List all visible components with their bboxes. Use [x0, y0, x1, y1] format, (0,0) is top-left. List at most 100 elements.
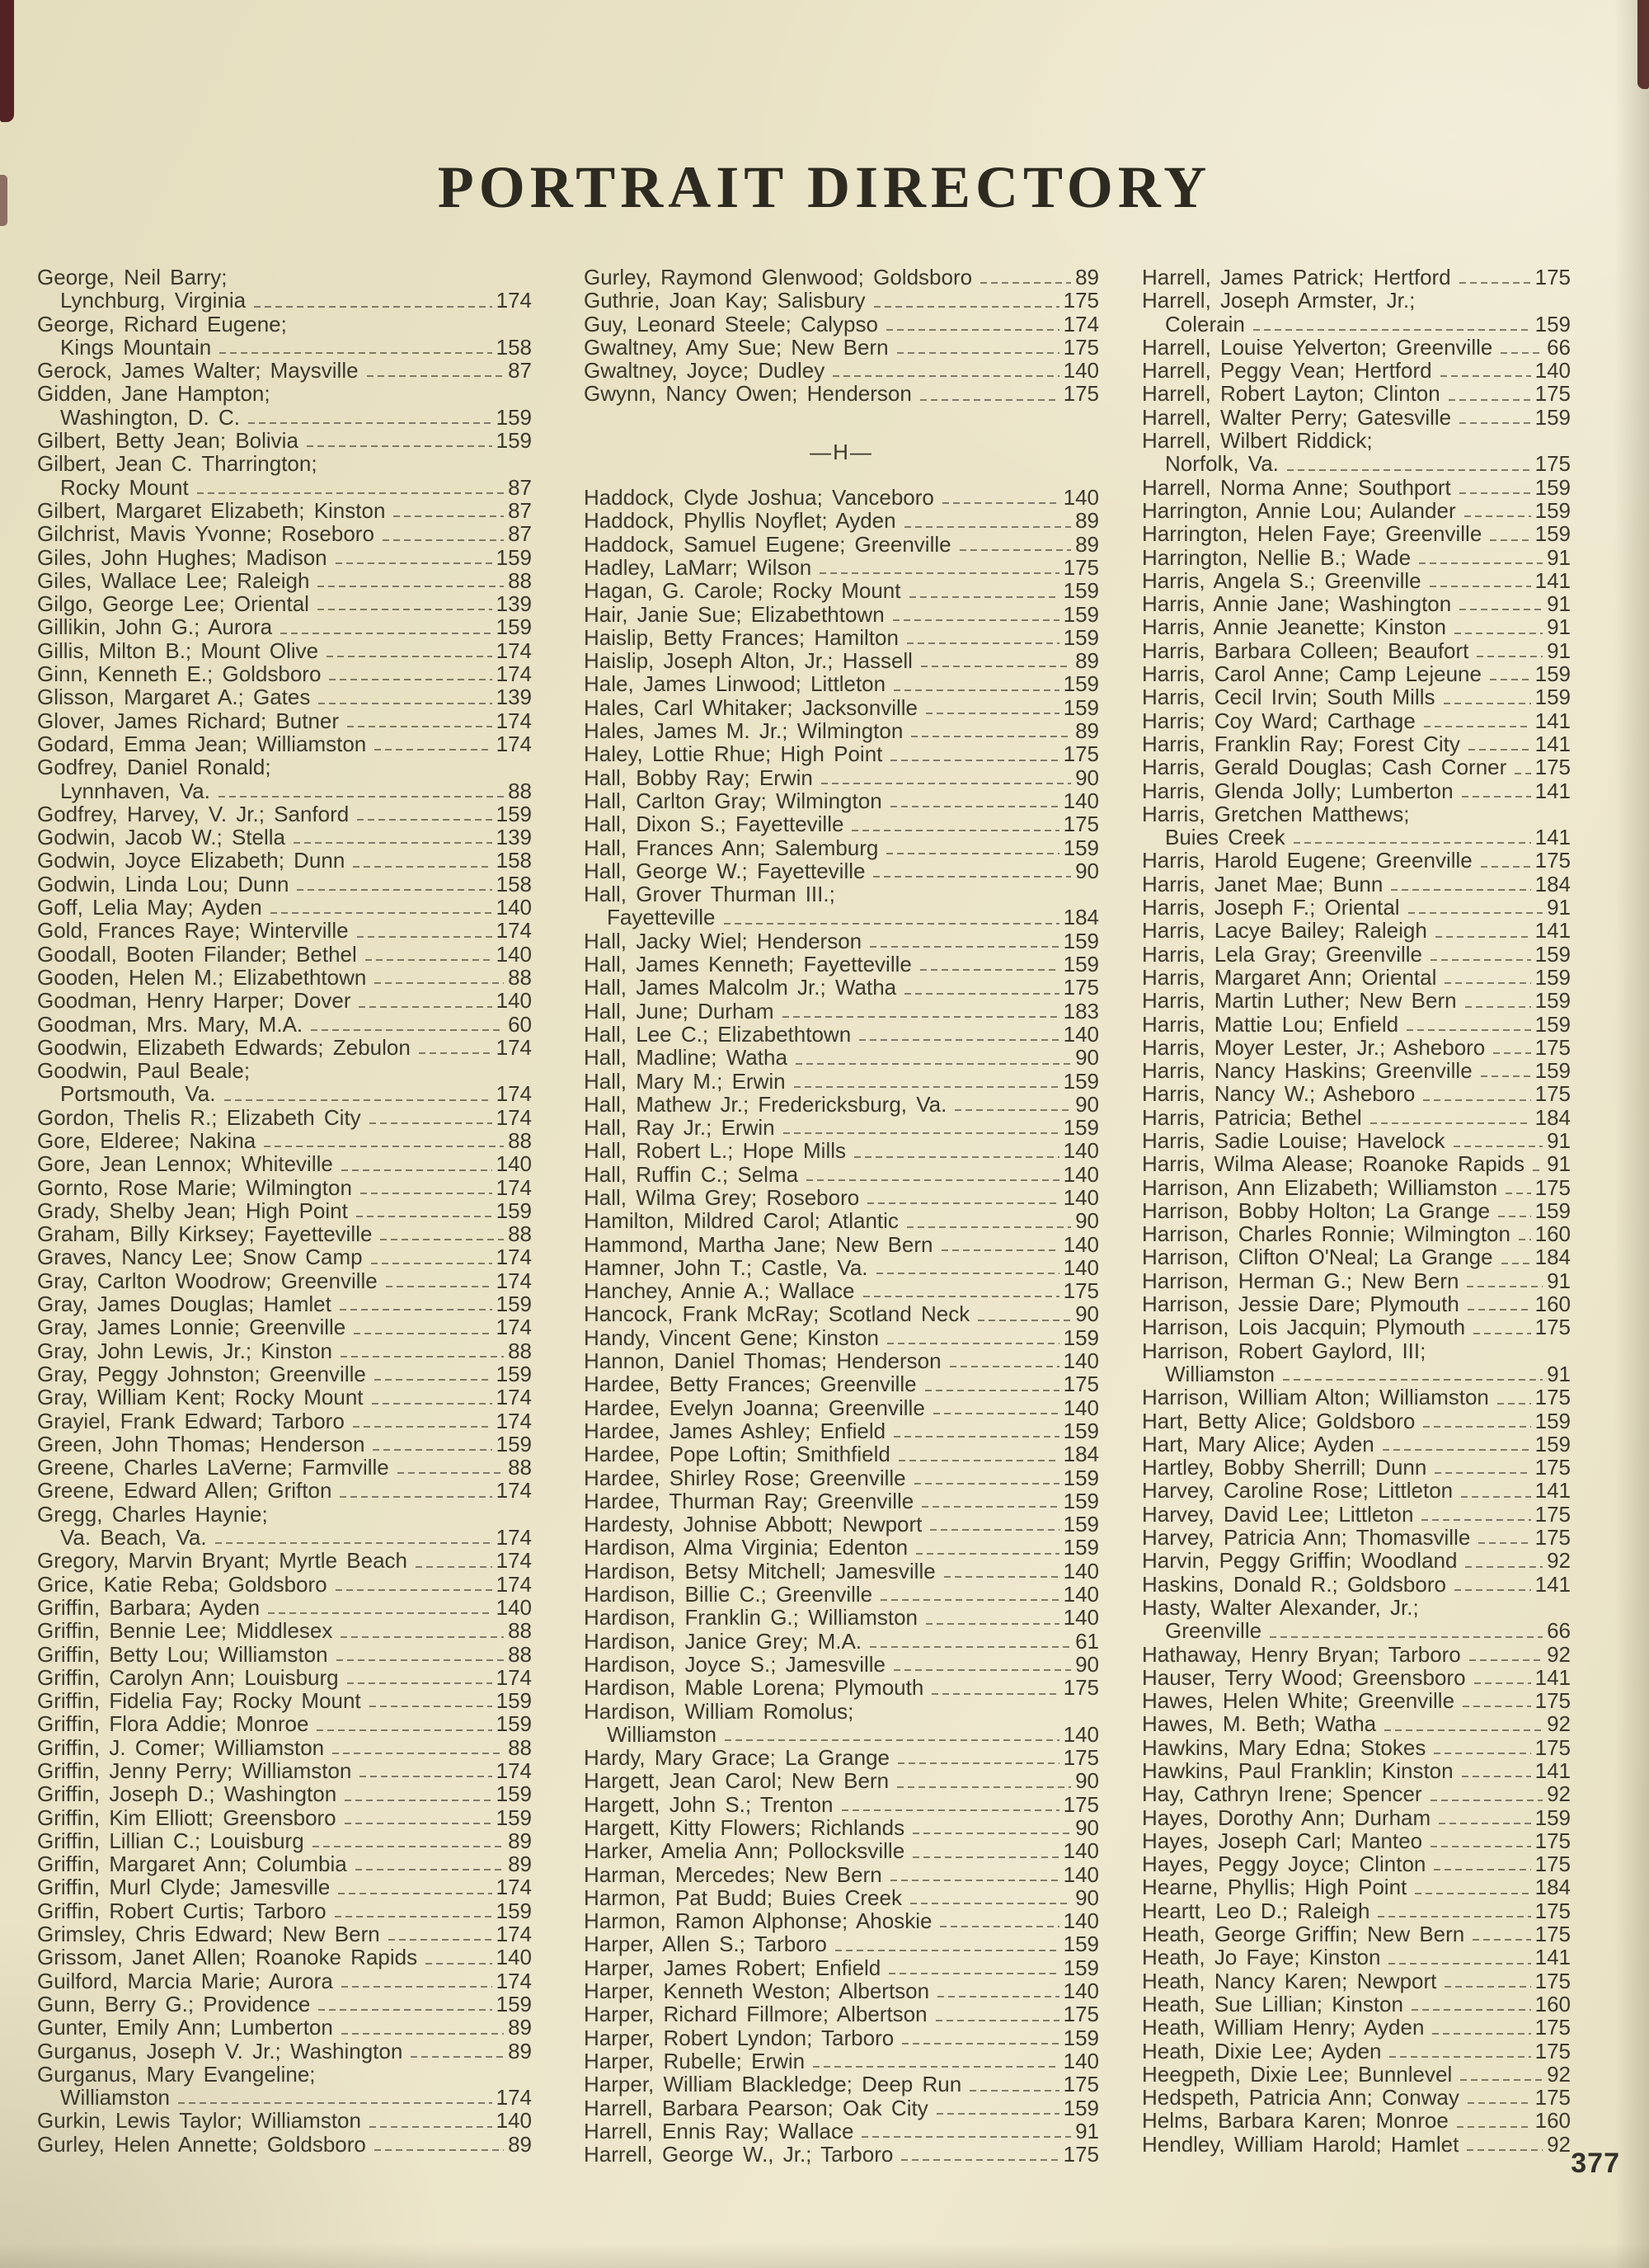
directory-entry-row: Harrell, Barbara Pearson; Oak City 159: [584, 2096, 1099, 2120]
dot-leader: [1490, 539, 1531, 541]
entry-page-number: 92: [1547, 1548, 1571, 1574]
dot-leader: [1430, 1799, 1543, 1801]
dot-leader: [341, 2032, 505, 2035]
dot-leader: [1463, 515, 1531, 518]
directory-entry-name-row: George, Neil Barry;: [37, 266, 532, 289]
dot-leader: [380, 1239, 505, 1241]
entry-page-number: 87: [508, 358, 532, 383]
directory-entry-row: Hayes, Dorothy Ann; Durham 159: [1142, 1805, 1571, 1830]
dot-leader: [339, 1309, 492, 1311]
entry-text: Harris, Martin Luther; New Bern: [1142, 988, 1457, 1014]
dot-leader: [1389, 2055, 1531, 2058]
entry-page-number: 159: [496, 1198, 532, 1223]
dot-leader: [1532, 1169, 1543, 1171]
directory-entry-row: Hawkins, Mary Edna; Stokes 175: [1142, 1734, 1571, 1760]
dot-leader: [834, 1949, 1059, 1951]
directory-entry-row: Hagan, G. Carole; Rocky Mount 159: [584, 579, 1099, 603]
entry-page-number: 141: [1534, 1664, 1571, 1690]
entry-text: Godwin, Linda Lou; Dunn: [37, 871, 289, 896]
dot-leader: [1388, 1962, 1531, 1965]
directory-entry-row: Hall, Carlton Gray; Wilmington 140: [584, 789, 1099, 813]
dot-leader: [357, 819, 492, 821]
entry-text: Hawkins, Paul Franklin; Kinston: [1142, 1758, 1454, 1783]
directory-entry-row: Griffin, Jenny Perry; Williamston 174: [37, 1759, 532, 1783]
dot-leader: [1384, 1729, 1543, 1731]
dot-leader: [1459, 282, 1531, 285]
dot-leader: [1496, 1402, 1531, 1405]
dot-leader: [793, 1085, 1059, 1088]
entry-text: Hardee, James Ashley; Enfield: [584, 1418, 886, 1443]
dot-leader: [306, 445, 492, 448]
entry-page-number: 159: [1063, 694, 1099, 720]
dot-leader: [355, 1216, 492, 1218]
entry-text: Gurkin, Lewis Taylor; Williamston: [37, 2108, 361, 2134]
directory-entry-row: Gornto, Rose Marie; Wilmington 174: [37, 1175, 532, 1199]
entry-page-number: 140: [496, 1151, 532, 1177]
directory-entry-row: Harker, Amelia Ann; Pollocksville 140: [584, 1839, 1099, 1863]
entry-text: Harrison, Herman G.; New Bern: [1142, 1268, 1459, 1293]
entry-page-number: 139: [496, 825, 532, 850]
entry-text: Harper, William Blackledge; Deep Run: [584, 2072, 962, 2097]
entry-text: Griffin, J. Comer; Williamston: [37, 1734, 325, 1760]
entry-page-number: 175: [1534, 2015, 1571, 2040]
directory-entry-row: Hawkins, Paul Franklin; Kinston 141: [1142, 1758, 1571, 1783]
entry-text: Harris, Annie Jane; Washington: [1142, 591, 1452, 617]
dot-leader: [1467, 1309, 1531, 1311]
directory-entry-row: Hall, Wilma Grey; Roseboro 140: [584, 1186, 1099, 1210]
entry-page-number: 175: [1063, 2072, 1099, 2097]
directory-entry-row: Hardison, Franklin G.; Williamston 140: [584, 1606, 1099, 1630]
directory-entry-row: Hardison, Billie C.; Greenville 140: [584, 1583, 1099, 1607]
entry-text: Gurganus, Mary Evangeline;: [37, 2061, 316, 2087]
directory-entry-row: Harris, Lela Gray; Greenville 159: [1142, 942, 1571, 966]
dot-leader: [913, 1833, 1072, 1835]
dot-leader: [334, 1916, 492, 1918]
directory-entry-row: Gooden, Helen M.; Elizabethtown 88: [37, 966, 532, 990]
entry-page-number: 175: [1063, 554, 1099, 580]
entry-text: Hall, Mary M.; Erwin: [584, 1068, 786, 1094]
directory-entry-row: Harvey, David Lee; Littleton 175: [1142, 1502, 1571, 1526]
entry-page-number: 159: [1534, 521, 1571, 547]
directory-entry-row: Haislip, Joseph Alton, Jr.; Hassell 89: [584, 649, 1099, 673]
entry-text: Harrell, Wilbert Riddick;: [1142, 428, 1373, 454]
dot-leader: [1293, 842, 1531, 845]
dot-leader: [270, 912, 492, 915]
dot-leader: [317, 1729, 492, 1731]
entry-page-number: 160: [1534, 1221, 1571, 1247]
entry-text: Harper, Kenneth Weston; Albertson: [584, 1979, 930, 2004]
entry-page-number: 174: [496, 1478, 532, 1503]
dot-leader: [959, 548, 1072, 551]
entry-text: Hall, Madline; Watha: [584, 1045, 787, 1070]
entry-page-number: 92: [1547, 1641, 1571, 1667]
dot-leader: [922, 1506, 1059, 1508]
directory-entry-row: Gillis, Milton B.; Mount Olive 174: [37, 638, 532, 662]
dot-leader: [1448, 398, 1531, 401]
entry-text: Haddock, Phyllis Noyflet; Ayden: [584, 508, 896, 534]
entry-text: Hawkins, Mary Edna; Stokes: [1142, 1734, 1426, 1760]
dot-leader: [354, 1332, 492, 1334]
entry-text: Hauser, Terry Wood; Greensboro: [1142, 1664, 1466, 1690]
entry-text: Harrell, Peggy Vean; Hertford: [1142, 358, 1432, 383]
directory-entry-row: Hargett, Kitty Flowers; Richlands 90: [584, 1816, 1099, 1840]
dot-leader: [724, 1739, 1059, 1742]
entry-page-number: 159: [496, 428, 532, 454]
entry-page-number: 174: [496, 1034, 532, 1060]
entry-page-number: 159: [1534, 988, 1571, 1014]
directory-entry-row: Harvey, Patricia Ann; Thomasville 175: [1142, 1526, 1571, 1550]
directory-entry-row: Hendley, William Harold; Hamlet 92: [1142, 2132, 1571, 2156]
directory-entry-row: Harrison, Charles Ronnie; Wilmington 160: [1142, 1221, 1571, 1247]
directory-entry-row: Hall, George W.; Fayetteville 90: [584, 859, 1099, 883]
entry-page-number: 159: [1534, 1805, 1571, 1830]
directory-entry-row: Harris, Margaret Ann; Oriental 159: [1142, 966, 1571, 990]
entry-text: Griffin, Robert Curtis; Tarboro: [37, 1898, 327, 1923]
directory-entry-row: Buies Creek 141: [1142, 826, 1571, 849]
directory-entry-row: Godwin, Joyce Elizabeth; Dunn 158: [37, 849, 532, 873]
entry-page-number: 91: [1547, 1361, 1571, 1386]
dot-leader: [1467, 2102, 1531, 2105]
entry-text: Heegpeth, Dixie Lee; Bunnlevel: [1142, 2061, 1453, 2087]
entry-text: Gold, Frances Raye; Winterville: [37, 918, 349, 943]
dot-leader: [970, 2089, 1059, 2092]
entry-text: Guilford, Marcia Marie; Aurora: [37, 1968, 333, 1993]
entry-page-number: 175: [1534, 1034, 1571, 1060]
directory-entry-row: Harris, Harold Eugene; Greenville 175: [1142, 849, 1571, 873]
directory-entry-row: Hall, Jacky Wiel; Henderson 159: [584, 929, 1099, 953]
